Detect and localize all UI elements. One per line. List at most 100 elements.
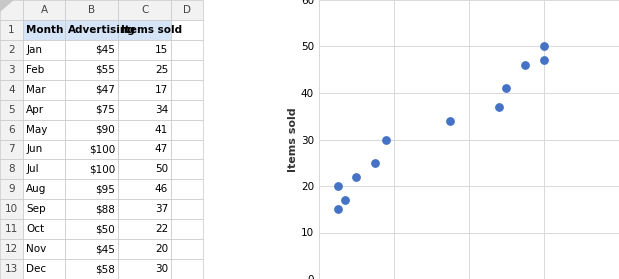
Bar — [0, 20, 23, 40]
Text: $100: $100 — [89, 145, 115, 155]
Text: 13: 13 — [5, 264, 18, 274]
Bar — [23, 259, 65, 279]
Text: Nov: Nov — [27, 244, 46, 254]
Bar — [171, 219, 204, 239]
Text: 20: 20 — [155, 244, 168, 254]
Point — [340, 198, 350, 202]
Bar — [0, 100, 23, 120]
Bar — [118, 80, 171, 100]
Bar — [0, 239, 23, 259]
Bar — [118, 20, 171, 40]
Bar — [23, 120, 65, 140]
Text: 5: 5 — [8, 105, 15, 115]
Bar — [171, 159, 204, 179]
Bar — [0, 159, 23, 179]
Text: 25: 25 — [155, 65, 168, 75]
Bar — [65, 80, 118, 100]
Text: 8: 8 — [8, 164, 15, 174]
Bar — [65, 40, 118, 60]
Point — [520, 63, 530, 67]
Point — [332, 207, 342, 211]
Text: Advertising: Advertising — [68, 25, 136, 35]
Bar — [171, 40, 204, 60]
Text: 47: 47 — [155, 145, 168, 155]
Bar — [118, 60, 171, 80]
Text: $90: $90 — [95, 124, 115, 134]
Text: 9: 9 — [8, 184, 15, 194]
Text: $45: $45 — [95, 45, 115, 55]
Text: 46: 46 — [155, 184, 168, 194]
Bar — [0, 60, 23, 80]
Bar — [0, 199, 23, 219]
Bar — [118, 259, 171, 279]
Text: Apr: Apr — [27, 105, 45, 115]
Bar — [171, 20, 204, 40]
Bar — [0, 140, 23, 159]
Text: $45: $45 — [95, 244, 115, 254]
Text: $95: $95 — [95, 184, 115, 194]
Bar — [171, 100, 204, 120]
Bar — [0, 0, 23, 20]
Bar — [118, 199, 171, 219]
Text: $58: $58 — [95, 264, 115, 274]
Bar — [65, 199, 118, 219]
Text: 2: 2 — [8, 45, 15, 55]
Text: Aug: Aug — [27, 184, 47, 194]
Text: 4: 4 — [8, 85, 15, 95]
Bar — [23, 239, 65, 259]
Text: 37: 37 — [155, 204, 168, 214]
Bar — [23, 0, 65, 20]
Text: 34: 34 — [155, 105, 168, 115]
Bar — [23, 199, 65, 219]
Text: Feb: Feb — [27, 65, 45, 75]
Bar — [23, 140, 65, 159]
Bar — [0, 80, 23, 100]
Text: $47: $47 — [95, 85, 115, 95]
Bar — [171, 199, 204, 219]
Text: Month: Month — [27, 25, 64, 35]
Bar — [171, 259, 204, 279]
Point — [539, 58, 549, 63]
Y-axis label: Items sold: Items sold — [288, 107, 298, 172]
Bar — [23, 60, 65, 80]
Bar — [171, 179, 204, 199]
Bar — [171, 60, 204, 80]
Bar — [171, 140, 204, 159]
Text: Dec: Dec — [27, 264, 46, 274]
Bar — [171, 120, 204, 140]
Bar — [23, 80, 65, 100]
Bar — [0, 259, 23, 279]
Bar — [65, 0, 118, 20]
Text: 30: 30 — [155, 264, 168, 274]
Bar — [118, 0, 171, 20]
Text: 6: 6 — [8, 124, 15, 134]
Point — [501, 86, 511, 91]
Text: 17: 17 — [155, 85, 168, 95]
Text: Mar: Mar — [27, 85, 46, 95]
Text: $100: $100 — [89, 164, 115, 174]
Text: C: C — [141, 5, 149, 15]
Text: May: May — [27, 124, 48, 134]
Bar — [65, 219, 118, 239]
Bar — [23, 219, 65, 239]
Text: A: A — [40, 5, 48, 15]
Bar — [65, 100, 118, 120]
Text: 10: 10 — [5, 204, 18, 214]
Text: 7: 7 — [8, 145, 15, 155]
Bar — [23, 100, 65, 120]
Bar — [0, 40, 23, 60]
Text: Jan: Jan — [27, 45, 42, 55]
Bar — [0, 120, 23, 140]
Bar — [118, 239, 171, 259]
Bar — [65, 159, 118, 179]
Bar — [118, 219, 171, 239]
Text: Jul: Jul — [27, 164, 39, 174]
Bar — [23, 40, 65, 60]
Bar — [118, 100, 171, 120]
Bar — [118, 120, 171, 140]
Bar — [65, 120, 118, 140]
Point — [381, 137, 391, 142]
Text: 3: 3 — [8, 65, 15, 75]
Bar — [23, 20, 65, 40]
Bar — [65, 239, 118, 259]
